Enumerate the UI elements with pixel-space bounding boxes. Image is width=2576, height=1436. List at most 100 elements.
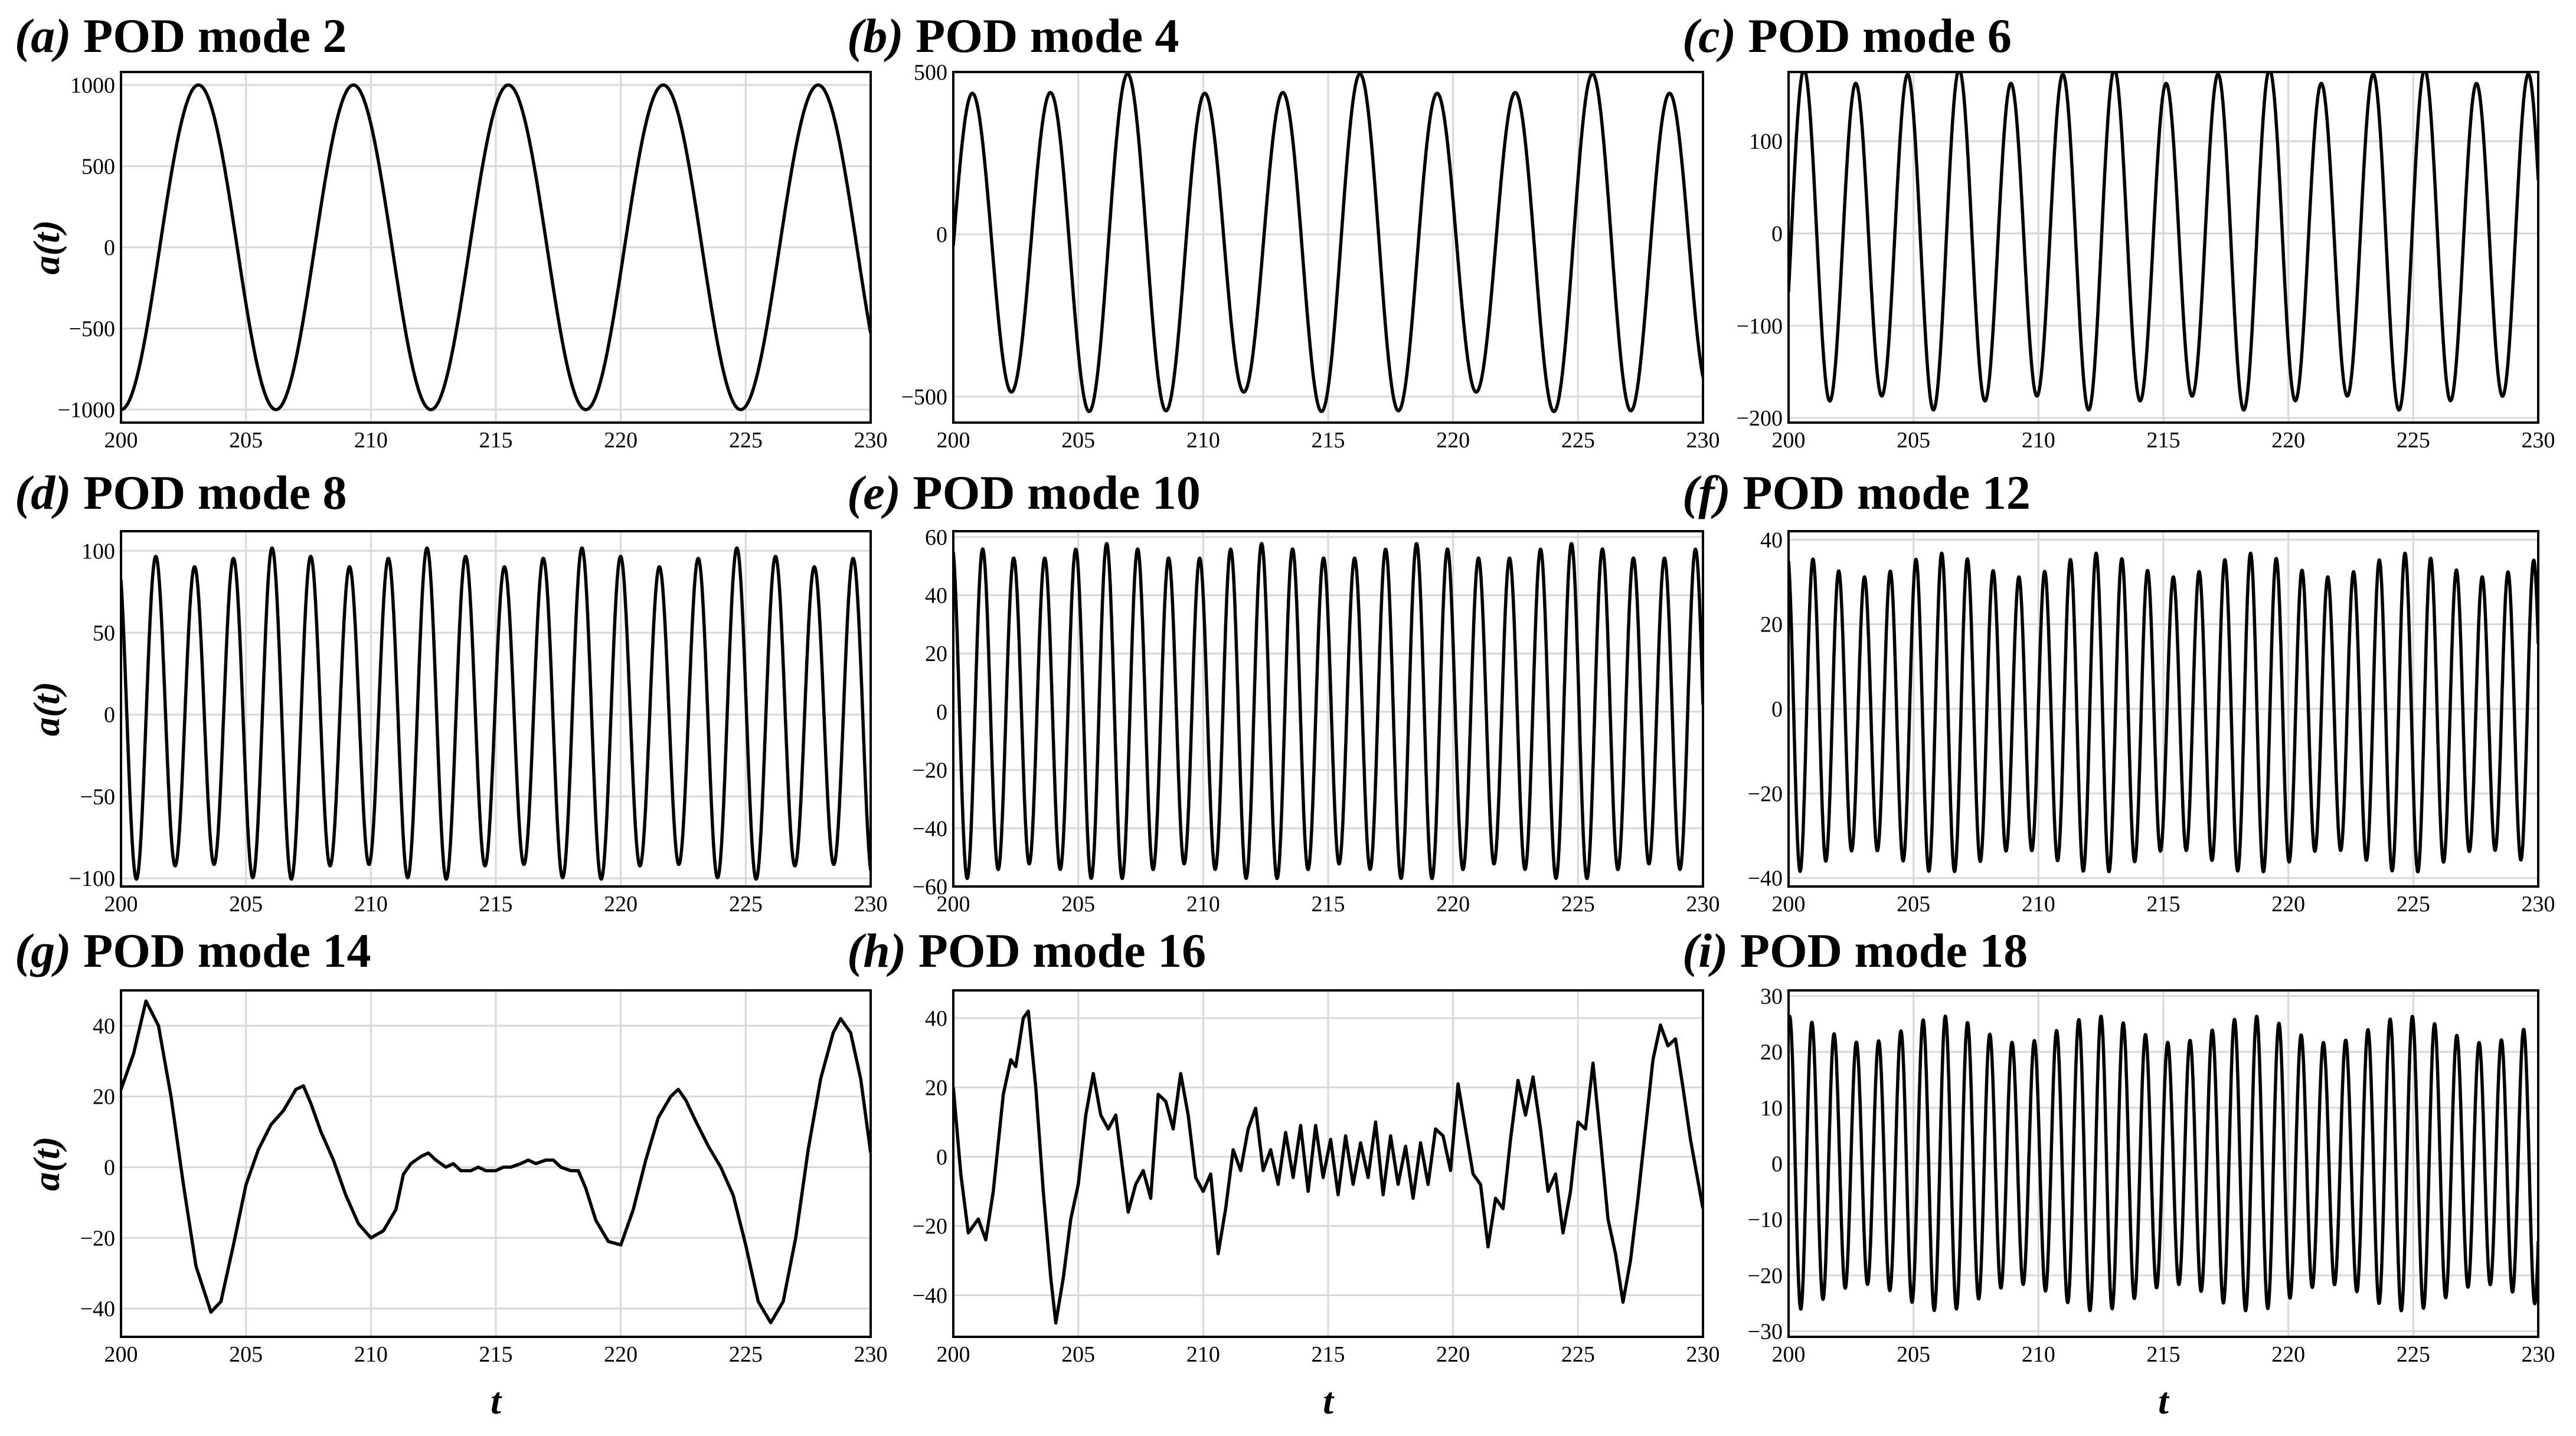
panel-title: (h) POD mode 16 <box>847 924 1206 977</box>
y-tick-label: −100 <box>69 866 115 891</box>
plot-frame <box>120 989 872 1338</box>
x-tick-label: 230 <box>2522 892 2555 917</box>
y-tick-label: 40 <box>93 1014 115 1039</box>
y-tick-label: 20 <box>925 1075 947 1100</box>
x-tick-label: 200 <box>104 428 138 453</box>
y-axis-label: a(t) <box>25 1136 67 1190</box>
series-line <box>1789 551 2538 874</box>
y-tick-label: 40 <box>925 1006 947 1031</box>
y-tick-label: −50 <box>80 784 115 809</box>
series-line <box>953 542 1703 881</box>
plot-frame <box>1787 530 2539 888</box>
plot-frame <box>952 71 1704 424</box>
x-tick-label: 225 <box>2397 1342 2430 1367</box>
x-tick-label: 215 <box>479 1342 513 1367</box>
y-tick-label: −200 <box>1737 406 1783 431</box>
series-line <box>121 546 871 881</box>
y-tick-label: −20 <box>80 1226 115 1251</box>
x-tick-label: 220 <box>2271 428 2305 453</box>
x-tick-label: 205 <box>229 428 263 453</box>
x-tick-label: 215 <box>1312 892 1345 917</box>
panel-c: 200 205 210 215 220 225 230 −200 −100 0 100 (c) POD… <box>1682 9 2555 453</box>
series-line <box>1789 72 2538 412</box>
x-tick-label: 210 <box>2022 1342 2055 1367</box>
y-tick-label: 20 <box>925 642 947 666</box>
panel-title: (d) POD mode 8 <box>15 466 347 519</box>
panel-h: 200 205 210 215 220 225 230 −40 −20 0 20 40 (h) POD … <box>847 924 1720 1422</box>
x-tick-label: 210 <box>1186 428 1220 453</box>
y-tick-label: 20 <box>93 1085 115 1110</box>
panel-title: (b) POD mode 4 <box>847 9 1179 63</box>
x-tick-label: 220 <box>1436 1342 1470 1367</box>
x-tick-label: 225 <box>729 1342 763 1367</box>
x-tick-label: 200 <box>937 892 970 917</box>
y-tick-label: 100 <box>1749 129 1783 154</box>
y-tick-label: 10 <box>1760 1096 1783 1121</box>
x-tick-label: 230 <box>2522 1342 2555 1367</box>
x-tick-label: 215 <box>2147 428 2181 453</box>
y-tick-label: −500 <box>901 385 947 410</box>
y-tick-label: −60 <box>913 875 947 899</box>
y-tick-label: 30 <box>1760 984 1783 1009</box>
x-tick-label: 205 <box>1897 892 1930 917</box>
x-tick-label: 215 <box>479 892 513 917</box>
x-tick-label: 220 <box>2271 1342 2305 1367</box>
x-tick-label: 225 <box>2397 892 2430 917</box>
y-tick-label: −30 <box>1748 1320 1783 1345</box>
x-tick-label: 210 <box>1186 892 1220 917</box>
x-tick-label: 230 <box>854 428 888 453</box>
x-tick-label: 215 <box>1312 1342 1345 1367</box>
x-axis-label: t <box>1323 1380 1335 1422</box>
y-tick-label: −1000 <box>58 398 115 423</box>
y-tick-label: −500 <box>69 317 115 342</box>
x-tick-label: 220 <box>604 1342 638 1367</box>
plot-frame <box>120 530 872 888</box>
y-tick-label: 60 <box>925 525 947 550</box>
panel-title: (e) POD mode 10 <box>847 466 1201 519</box>
x-tick-label: 205 <box>1061 428 1095 453</box>
panel-a: 200 205 210 215 220 225 230 −1000 −500 0 500 1000 (a… <box>15 9 888 453</box>
x-tick-label: 230 <box>854 892 888 917</box>
plot-frame <box>1787 989 2539 1338</box>
y-tick-label: 0 <box>936 700 947 725</box>
series-line <box>953 72 1703 413</box>
plot-frame <box>1787 71 2539 424</box>
x-tick-label: 205 <box>229 892 263 917</box>
panel-title: (c) POD mode 6 <box>1682 9 2012 63</box>
x-tick-label: 220 <box>1436 428 1470 453</box>
x-tick-label: 215 <box>2147 892 2181 917</box>
y-tick-label: −40 <box>913 1284 947 1309</box>
x-tick-label: 230 <box>1686 428 1720 453</box>
x-tick-label: 215 <box>2147 1342 2181 1367</box>
y-tick-label: 0 <box>936 223 947 247</box>
x-tick-label: 220 <box>604 892 638 917</box>
x-tick-label: 200 <box>1772 892 1806 917</box>
y-tick-label: 0 <box>1771 1152 1783 1177</box>
x-tick-label: 200 <box>937 428 970 453</box>
y-tick-label: −40 <box>913 816 947 841</box>
y-tick-label: 0 <box>104 703 115 728</box>
panel-title: (i) POD mode 18 <box>1682 924 2028 977</box>
x-tick-label: 210 <box>1186 1342 1220 1367</box>
x-tick-label: 230 <box>1686 892 1720 917</box>
y-tick-label: −100 <box>1737 314 1783 339</box>
y-tick-label: 0 <box>936 1145 947 1170</box>
x-tick-label: 220 <box>2271 892 2305 917</box>
y-axis-label: a(t) <box>25 682 67 736</box>
series-line <box>121 83 871 411</box>
x-tick-label: 205 <box>1061 892 1095 917</box>
x-tick-label: 225 <box>729 428 763 453</box>
x-tick-label: 225 <box>1561 892 1595 917</box>
x-tick-label: 200 <box>937 1342 970 1367</box>
x-tick-label: 215 <box>1312 428 1345 453</box>
y-tick-label: 50 <box>93 621 115 646</box>
y-tick-label: −40 <box>1748 866 1783 891</box>
y-tick-label: 1000 <box>70 73 115 98</box>
y-tick-label: 500 <box>81 155 115 179</box>
y-tick-label: 40 <box>1760 528 1783 552</box>
y-tick-label: −20 <box>1748 1264 1783 1288</box>
x-tick-label: 205 <box>1897 1342 1930 1367</box>
x-tick-label: 205 <box>229 1342 263 1367</box>
plot-frame <box>952 989 1704 1338</box>
